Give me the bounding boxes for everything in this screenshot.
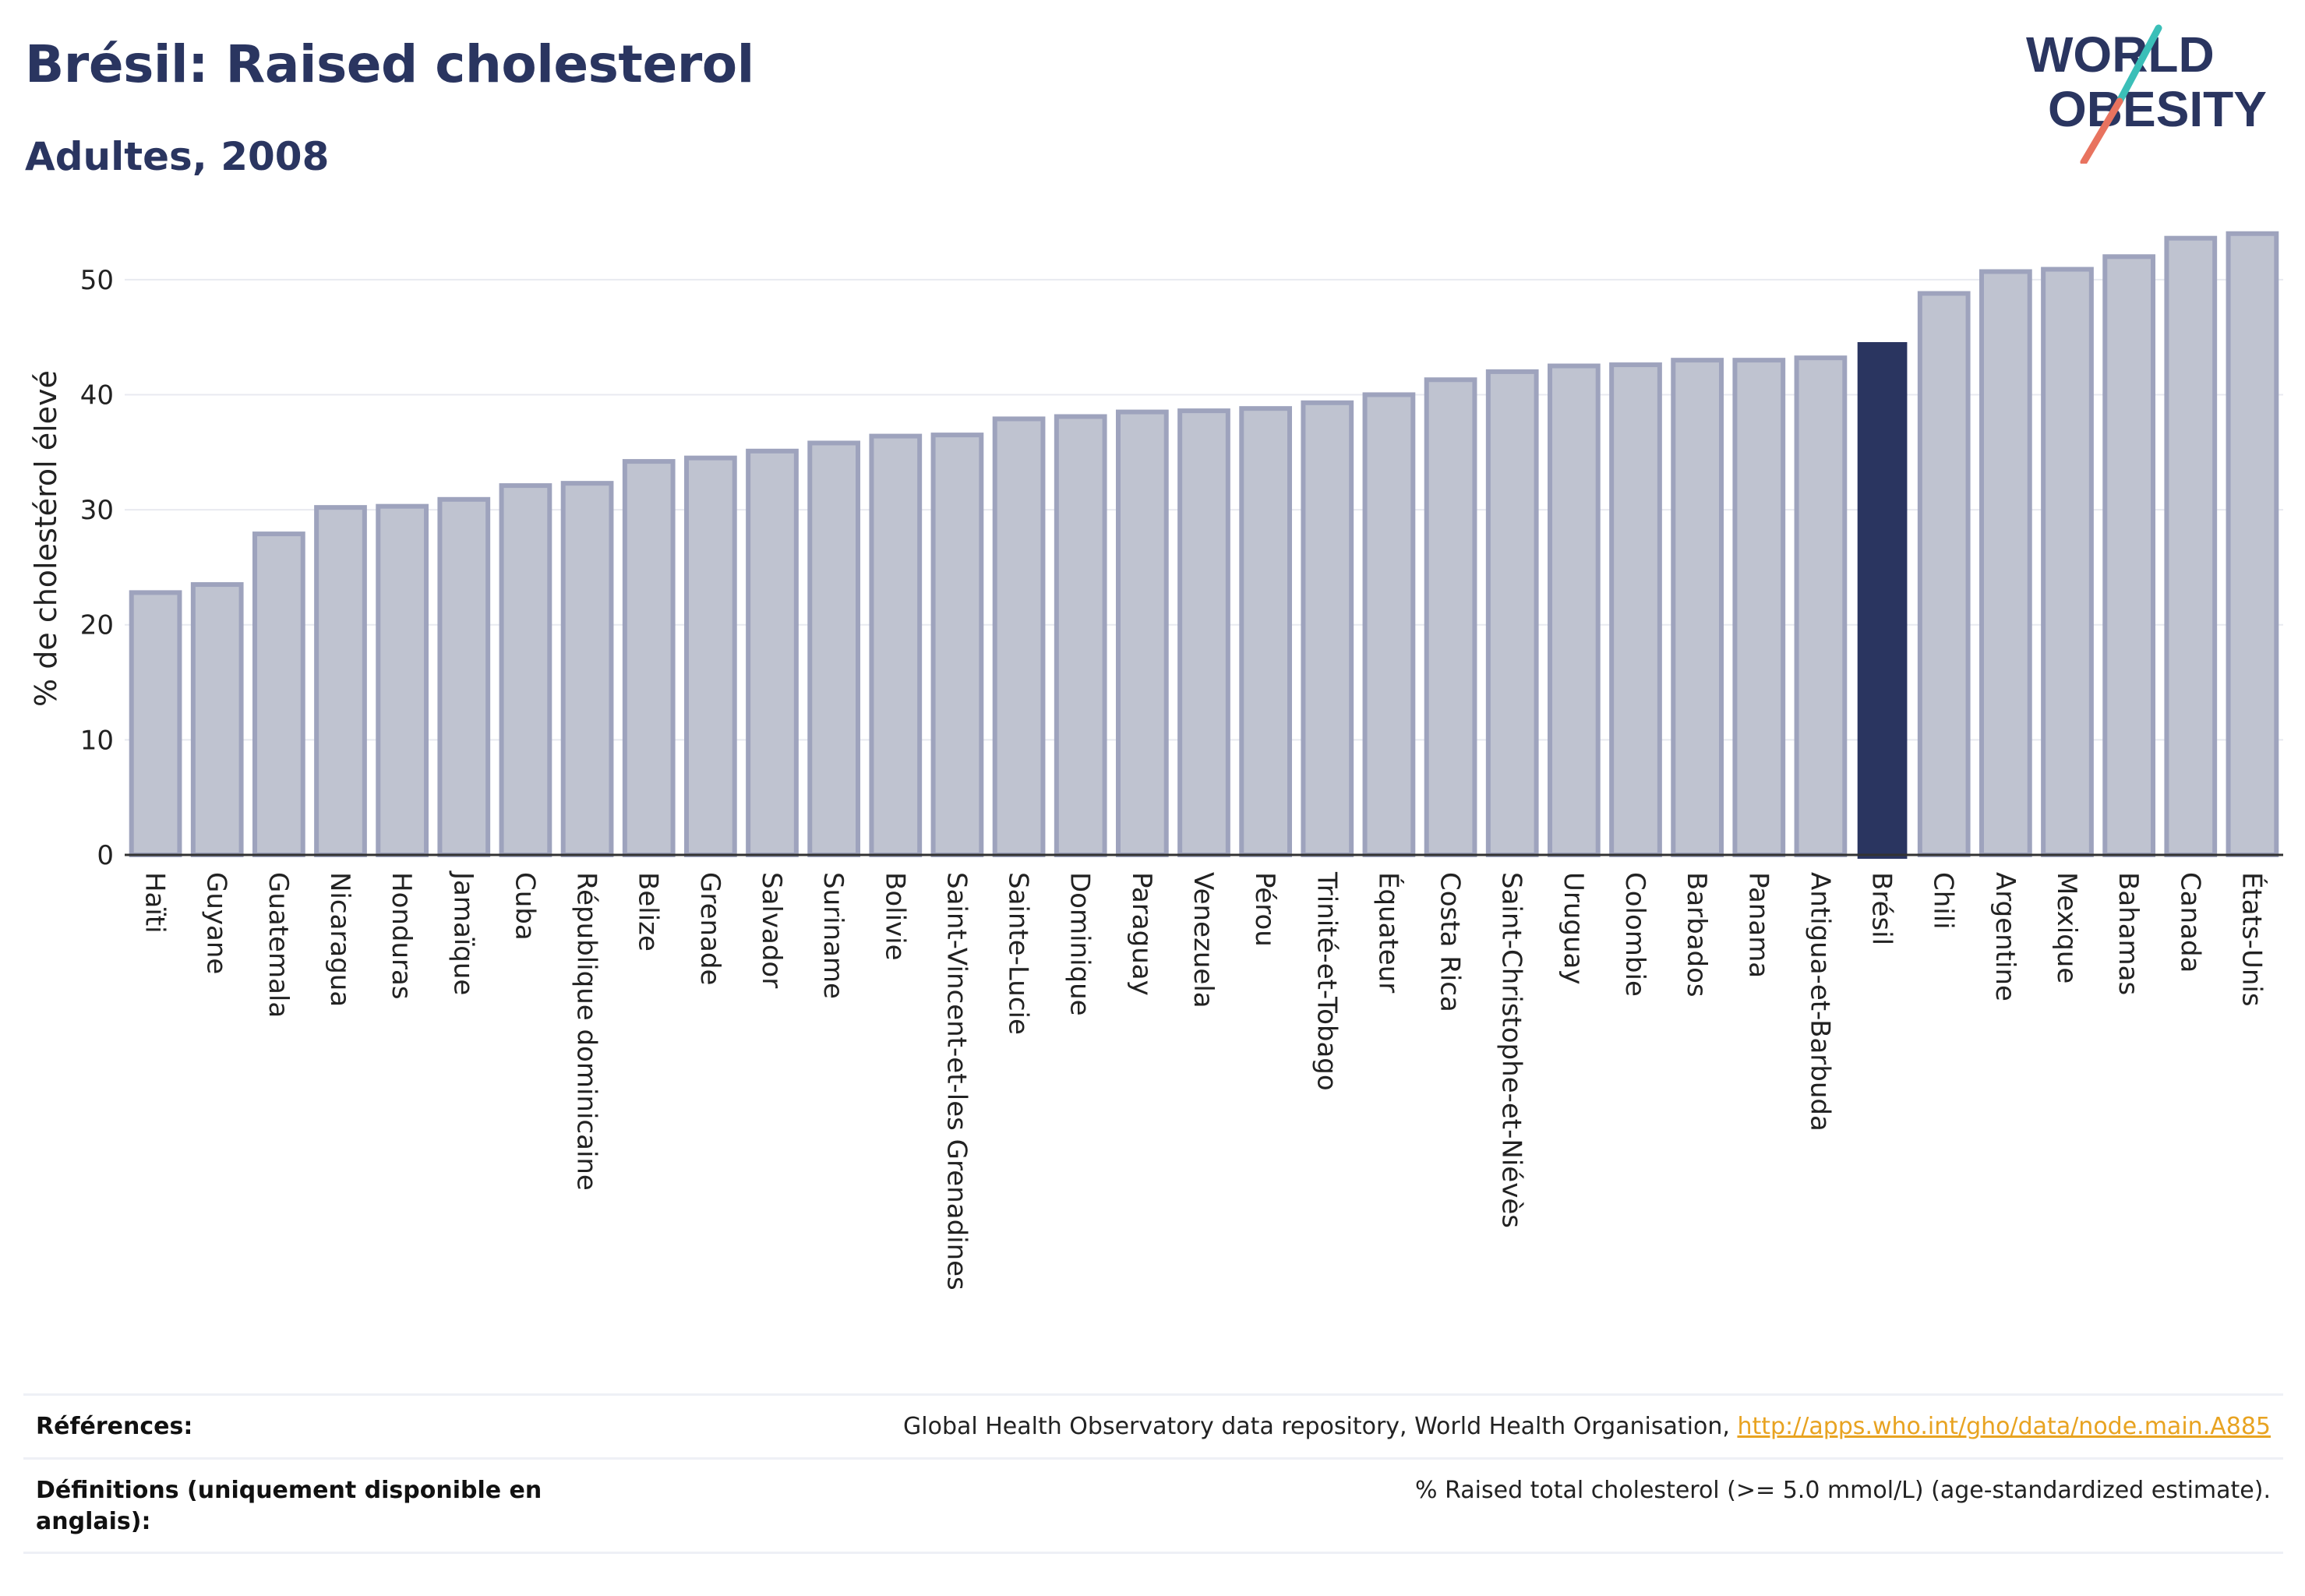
bar: [1115, 409, 1169, 857]
bar: [992, 416, 1046, 857]
bar: [1485, 369, 1539, 858]
bar: [1239, 406, 1293, 857]
references-row: Références: Global Health Observatory da…: [23, 1393, 2283, 1458]
bar: [746, 448, 799, 857]
x-category-label: Honduras: [386, 872, 417, 1000]
x-category-label: Bahamas: [2113, 872, 2144, 995]
references-link[interactable]: http://apps.who.int/gho/data/node.main.A…: [1737, 1413, 2271, 1440]
x-category-label: Guatemala: [263, 872, 294, 1018]
bar: [683, 455, 737, 857]
bar: [1547, 363, 1601, 857]
x-category-label: Pérou: [1249, 872, 1280, 947]
references-label: Références:: [36, 1413, 193, 1440]
bar: [560, 481, 614, 857]
x-category-label: Salvador: [756, 872, 787, 988]
bar: [1917, 291, 1971, 857]
x-category-label: Haïti: [139, 872, 171, 934]
bar: [807, 440, 861, 857]
world-obesity-logo: WORLD OBESITY: [2026, 24, 2267, 164]
x-category-label: Costa Rica: [1435, 872, 1466, 1012]
references-text: Global Health Observatory data repositor…: [903, 1413, 1738, 1440]
bar: [129, 590, 182, 857]
bar: [190, 582, 244, 858]
bar: [930, 433, 984, 857]
x-category-label: Nicaragua: [324, 872, 355, 1007]
definitions-label: Définitions (uniquement disponible en an…: [36, 1477, 542, 1535]
bar: [622, 459, 676, 857]
x-category-label: Saint-Vincent-et-les Grenadines: [941, 872, 972, 1291]
chart-subtitle: Adultes, 2008: [25, 134, 330, 179]
bar: [1732, 358, 1786, 857]
bar: [2226, 231, 2279, 858]
chart-title: Brésil: Raised cholesterol: [25, 34, 754, 94]
x-category-label: Colombie: [1619, 872, 1650, 997]
x-category-label: Bolivie: [879, 872, 910, 961]
x-category-label: Sainte-Lucie: [1003, 872, 1034, 1035]
x-category-label: Saint-Christophe-et-Niévès: [1496, 872, 1527, 1228]
bar: [314, 505, 367, 857]
x-category-label: Grenade: [694, 872, 725, 985]
x-category-label: Chili: [1928, 872, 1959, 930]
y-axis-label: % de cholestérol élevé: [29, 370, 63, 707]
x-category-label: Suriname: [817, 872, 849, 999]
x-category-label: Cuba: [509, 872, 540, 941]
x-category-label: République dominicaine: [571, 872, 602, 1191]
x-category-label: Barbados: [1681, 872, 1712, 998]
y-tick-label: 50: [80, 265, 114, 296]
bar: [1424, 377, 1477, 857]
y-tick-label: 40: [80, 380, 114, 411]
x-category-label: Antigua-et-Barbuda: [1804, 872, 1835, 1132]
definitions-value: % Raised total cholesterol (>= 5.0 mmol/…: [1415, 1477, 2271, 1504]
x-category-label: Argentine: [1989, 872, 2021, 1001]
bar: [1301, 400, 1354, 857]
x-category-label: Belize: [633, 872, 664, 952]
bar: [869, 433, 923, 857]
logo-word-world: WORLD: [2026, 26, 2215, 83]
x-category-label: Brésil: [1866, 872, 1897, 945]
bar-chart: 0 10 20 30 40 50 % de cholestérol élevé Haïti Gu…: [29, 231, 2283, 1291]
y-tick-label: 0: [97, 840, 114, 871]
bar: [1671, 358, 1724, 857]
bar: [1609, 362, 1662, 857]
bar: [1054, 414, 1107, 857]
logo-word-obesity: OBESITY: [2048, 81, 2267, 137]
x-category-label: Dominique: [1064, 872, 1096, 1016]
y-tick-label: 20: [80, 610, 114, 641]
x-category-label: Panama: [1742, 872, 1774, 978]
y-tick-label: 10: [80, 725, 114, 756]
bar: [2164, 235, 2218, 858]
bar: [499, 483, 552, 857]
x-category-label: Uruguay: [1558, 872, 1589, 985]
x-category-label: Équateur: [1372, 872, 1404, 993]
x-category-label: Canada: [2174, 872, 2205, 973]
x-category-label: Venezuela: [1188, 872, 1219, 1008]
bar: [1177, 408, 1230, 857]
bar: [2041, 267, 2094, 858]
bar: [376, 503, 429, 857]
x-category-label: Trinité-et-Tobago: [1311, 871, 1342, 1091]
bar: [437, 496, 491, 857]
logo-teal-slash: [2116, 24, 2162, 105]
y-tick-label: 30: [80, 495, 114, 526]
x-category-label: Paraguay: [1126, 872, 1157, 996]
bar: [1794, 355, 1848, 857]
x-category-label: Mexique: [2051, 872, 2082, 983]
x-category-label: États-Unis: [2236, 872, 2268, 1007]
bar: [252, 531, 305, 857]
x-category-label: Guyane: [201, 872, 232, 974]
logo-coral-slash: [2080, 97, 2123, 164]
bar-highlight: [1857, 342, 1908, 859]
bar: [1978, 269, 2032, 857]
bar: [1362, 392, 1416, 858]
definitions-row: Définitions (uniquement disponible en an…: [23, 1457, 2283, 1554]
x-category-label: Jamaïque: [447, 870, 478, 995]
bar: [2102, 254, 2156, 858]
references-value: Global Health Observatory data repositor…: [903, 1411, 2271, 1442]
